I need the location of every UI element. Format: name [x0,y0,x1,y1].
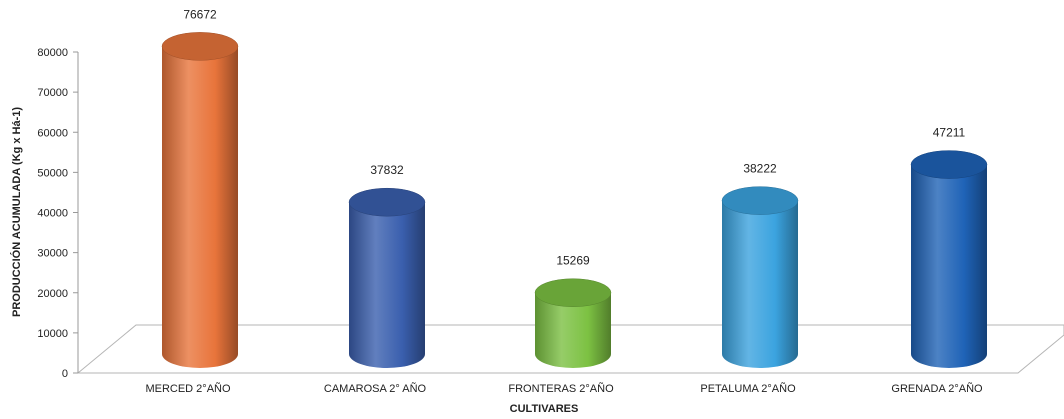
y-axis: 0 10000 20000 30000 40000 50000 60000 70000 8000… [37,47,79,380]
y-tick-label: 0 [62,368,68,380]
y-tick-label: 40000 [37,208,68,220]
category-label: PETALUMA 2°AÑO [700,382,796,395]
bar-body [535,292,611,368]
y-tick-label: 80000 [37,47,68,59]
category-label: FRONTERAS 2°AÑO [508,382,614,395]
bar-top [910,150,988,179]
bar: 47211 [910,126,988,368]
y-tick-label: 70000 [37,87,68,99]
y-tick-label: 20000 [37,288,68,300]
data-label: 37832 [370,163,404,177]
bar-body [911,164,987,368]
bar-body [349,202,425,368]
bar: 76672 [161,7,239,368]
bars: 76672 37832 15269 38222 47211 [161,7,988,368]
bar-top [348,187,426,217]
bar-body [722,200,798,368]
category-labels: MERCED 2°AÑO CAMAROSA 2° AÑO FRONTERAS 2°A… [145,382,983,395]
y-axis-title: PRODUCCIÓN ACUMULADA (Kg x Há-1) [10,107,23,317]
bar: 38222 [721,162,799,368]
bar: 37832 [348,163,426,368]
bar-body [162,46,238,368]
x-axis-title: CULTIVARES [510,403,579,415]
y-tick-label: 30000 [37,248,68,260]
category-label: CAMAROSA 2° AÑO [324,382,427,395]
category-label: GRENADA 2°AÑO [891,382,983,395]
data-label: 38222 [743,162,777,176]
bar-top [161,32,239,61]
y-tick-label: 60000 [37,127,68,139]
data-label: 47211 [933,126,966,140]
data-label: 15269 [556,254,590,268]
y-tick-label: 10000 [37,328,68,340]
category-label: MERCED 2°AÑO [145,382,231,395]
y-tick-label: 50000 [37,167,68,179]
bar-top [721,186,799,215]
bar-top [534,278,612,307]
bar: 15269 [534,254,612,368]
data-label: 76672 [183,7,217,21]
